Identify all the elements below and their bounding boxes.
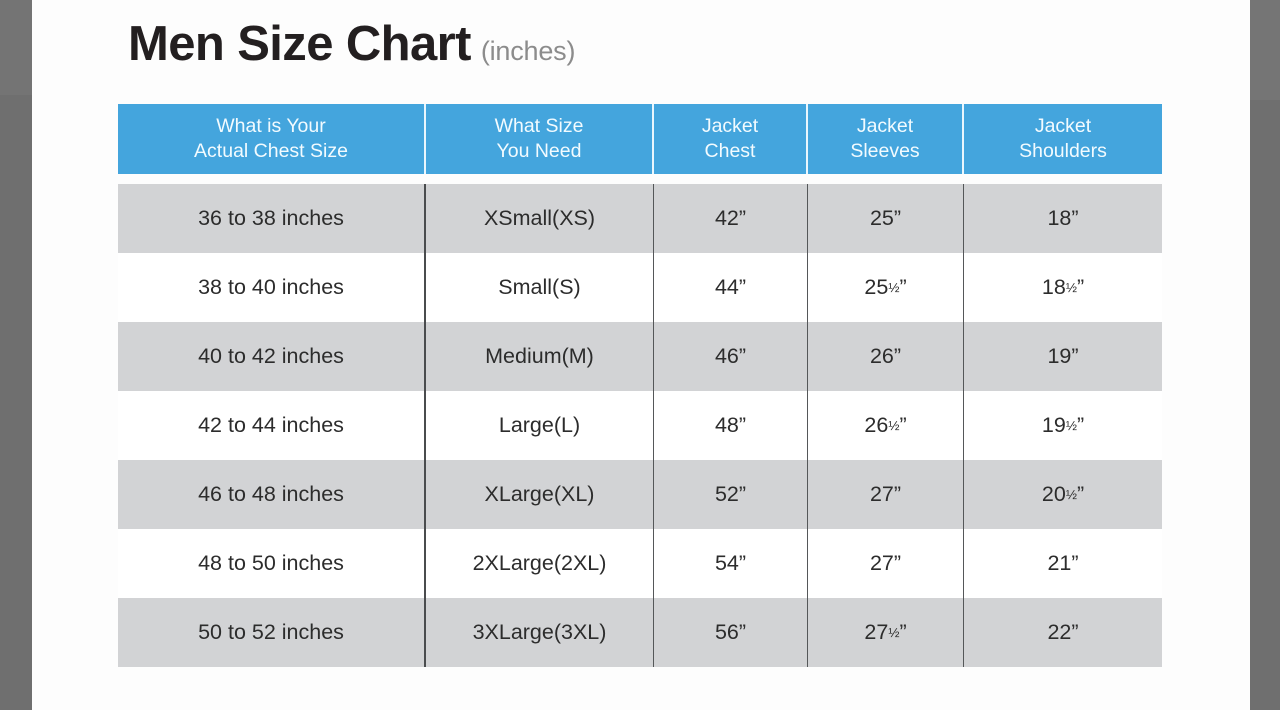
cell-size-you-need: 2XLarge(2XL) (426, 529, 654, 598)
cell-jacket-sleeves: 25” (808, 184, 964, 253)
cell-size-you-need: Small(S) (426, 253, 654, 322)
cell-jacket-chest: 52” (654, 460, 808, 529)
column-header-line2: Shoulders (1019, 140, 1107, 162)
half-fraction: ½ (1065, 280, 1077, 295)
column-header-jacket-shoulders: Jacket Shoulders (964, 104, 1162, 174)
table-row: 38 to 40 inches Small(S) 44” 25 ½” 18 ½” (118, 253, 1162, 322)
column-header-line1: Jacket (856, 115, 914, 138)
cell-size-you-need: Large(L) (426, 391, 654, 460)
column-header-line1: Jacket (701, 115, 759, 138)
cell-jacket-chest: 54” (654, 529, 808, 598)
column-header-line1: Jacket (1034, 115, 1092, 138)
cell-jacket-sleeves: 27” (808, 529, 964, 598)
cell-size-you-need: Medium(M) (426, 322, 654, 391)
cell-jacket-shoulders: 22” (964, 598, 1162, 667)
half-fraction: ½ (888, 625, 900, 640)
cell-jacket-shoulders: 18” (964, 184, 1162, 253)
page-title-unit: (inches) (480, 36, 576, 66)
cell-size-you-need: XSmall(XS) (426, 184, 654, 253)
cell-jacket-sleeves: 26 ½” (808, 391, 964, 460)
cell-actual-chest-size: 46 to 48 inches (118, 460, 426, 529)
cell-jacket-chest: 44” (654, 253, 808, 322)
column-header-line2: Chest (704, 140, 756, 162)
column-header-line2: Actual Chest Size (194, 140, 348, 162)
table-row: 48 to 50 inches 2XLarge(2XL) 54” 27” 21” (118, 529, 1162, 598)
cell-actual-chest-size: 38 to 40 inches (118, 253, 426, 322)
document-page: Men Size Chart (inches) What is Your Act… (32, 0, 1250, 710)
letterbox-bar-left (0, 0, 32, 710)
letterbox-bar-left-lower (0, 95, 32, 710)
cell-size-you-need: XLarge(XL) (426, 460, 654, 529)
table-row: 42 to 44 inches Large(L) 48” 26 ½” 19 ½” (118, 391, 1162, 460)
cell-jacket-shoulders: 19 ½” (964, 391, 1162, 460)
page-title-main: Men Size Chart (128, 17, 471, 71)
column-header-line1: What Size (494, 115, 584, 138)
cell-jacket-chest: 48” (654, 391, 808, 460)
table-header-row: What is Your Actual Chest Size What Size… (118, 104, 1162, 174)
cell-jacket-shoulders: 21” (964, 529, 1162, 598)
letterbox-bar-right (1250, 0, 1280, 710)
half-fraction: ½ (1065, 418, 1077, 433)
half-fraction: ½ (1065, 487, 1077, 502)
table-row: 40 to 42 inches Medium(M) 46” 26” 19” (118, 322, 1162, 391)
cell-actual-chest-size: 42 to 44 inches (118, 391, 426, 460)
letterbox-bar-right-lower (1250, 100, 1280, 710)
cell-jacket-shoulders: 18 ½” (964, 253, 1162, 322)
half-fraction: ½ (888, 280, 900, 295)
cell-jacket-chest: 46” (654, 322, 808, 391)
table-body: 36 to 38 inches XSmall(XS) 42” 25” 18” 38 to … (118, 184, 1162, 667)
cell-jacket-sleeves: 27” (808, 460, 964, 529)
table-row: 50 to 52 inches 3XLarge(3XL) 56” 27 ½” 22” (118, 598, 1162, 667)
cell-actual-chest-size: 50 to 52 inches (118, 598, 426, 667)
table-row: 46 to 48 inches XLarge(XL) 52” 27” 20 ½” (118, 460, 1162, 529)
table-row: 36 to 38 inches XSmall(XS) 42” 25” 18” (118, 184, 1162, 253)
column-header-jacket-chest: Jacket Chest (654, 104, 808, 174)
cell-jacket-sleeves: 25 ½” (808, 253, 964, 322)
column-header-line2: Sleeves (850, 140, 920, 162)
cell-jacket-chest: 56” (654, 598, 808, 667)
page-title: Men Size Chart (inches) (128, 20, 575, 69)
column-header-size-you-need: What Size You Need (426, 104, 654, 174)
cell-size-you-need: 3XLarge(3XL) (426, 598, 654, 667)
cell-jacket-shoulders: 20 ½” (964, 460, 1162, 529)
half-fraction: ½ (888, 418, 900, 433)
cell-actual-chest-size: 40 to 42 inches (118, 322, 426, 391)
column-header-jacket-sleeves: Jacket Sleeves (808, 104, 964, 174)
cell-actual-chest-size: 36 to 38 inches (118, 184, 426, 253)
cell-jacket-chest: 42” (654, 184, 808, 253)
cell-jacket-sleeves: 27 ½” (808, 598, 964, 667)
cell-jacket-shoulders: 19” (964, 322, 1162, 391)
cell-jacket-sleeves: 26” (808, 322, 964, 391)
column-header-line2: You Need (496, 140, 582, 162)
size-chart-table: What is Your Actual Chest Size What Size… (118, 104, 1162, 667)
cell-actual-chest-size: 48 to 50 inches (118, 529, 426, 598)
column-header-line1: What is Your (216, 115, 326, 138)
column-header-actual-chest-size: What is Your Actual Chest Size (118, 104, 426, 174)
